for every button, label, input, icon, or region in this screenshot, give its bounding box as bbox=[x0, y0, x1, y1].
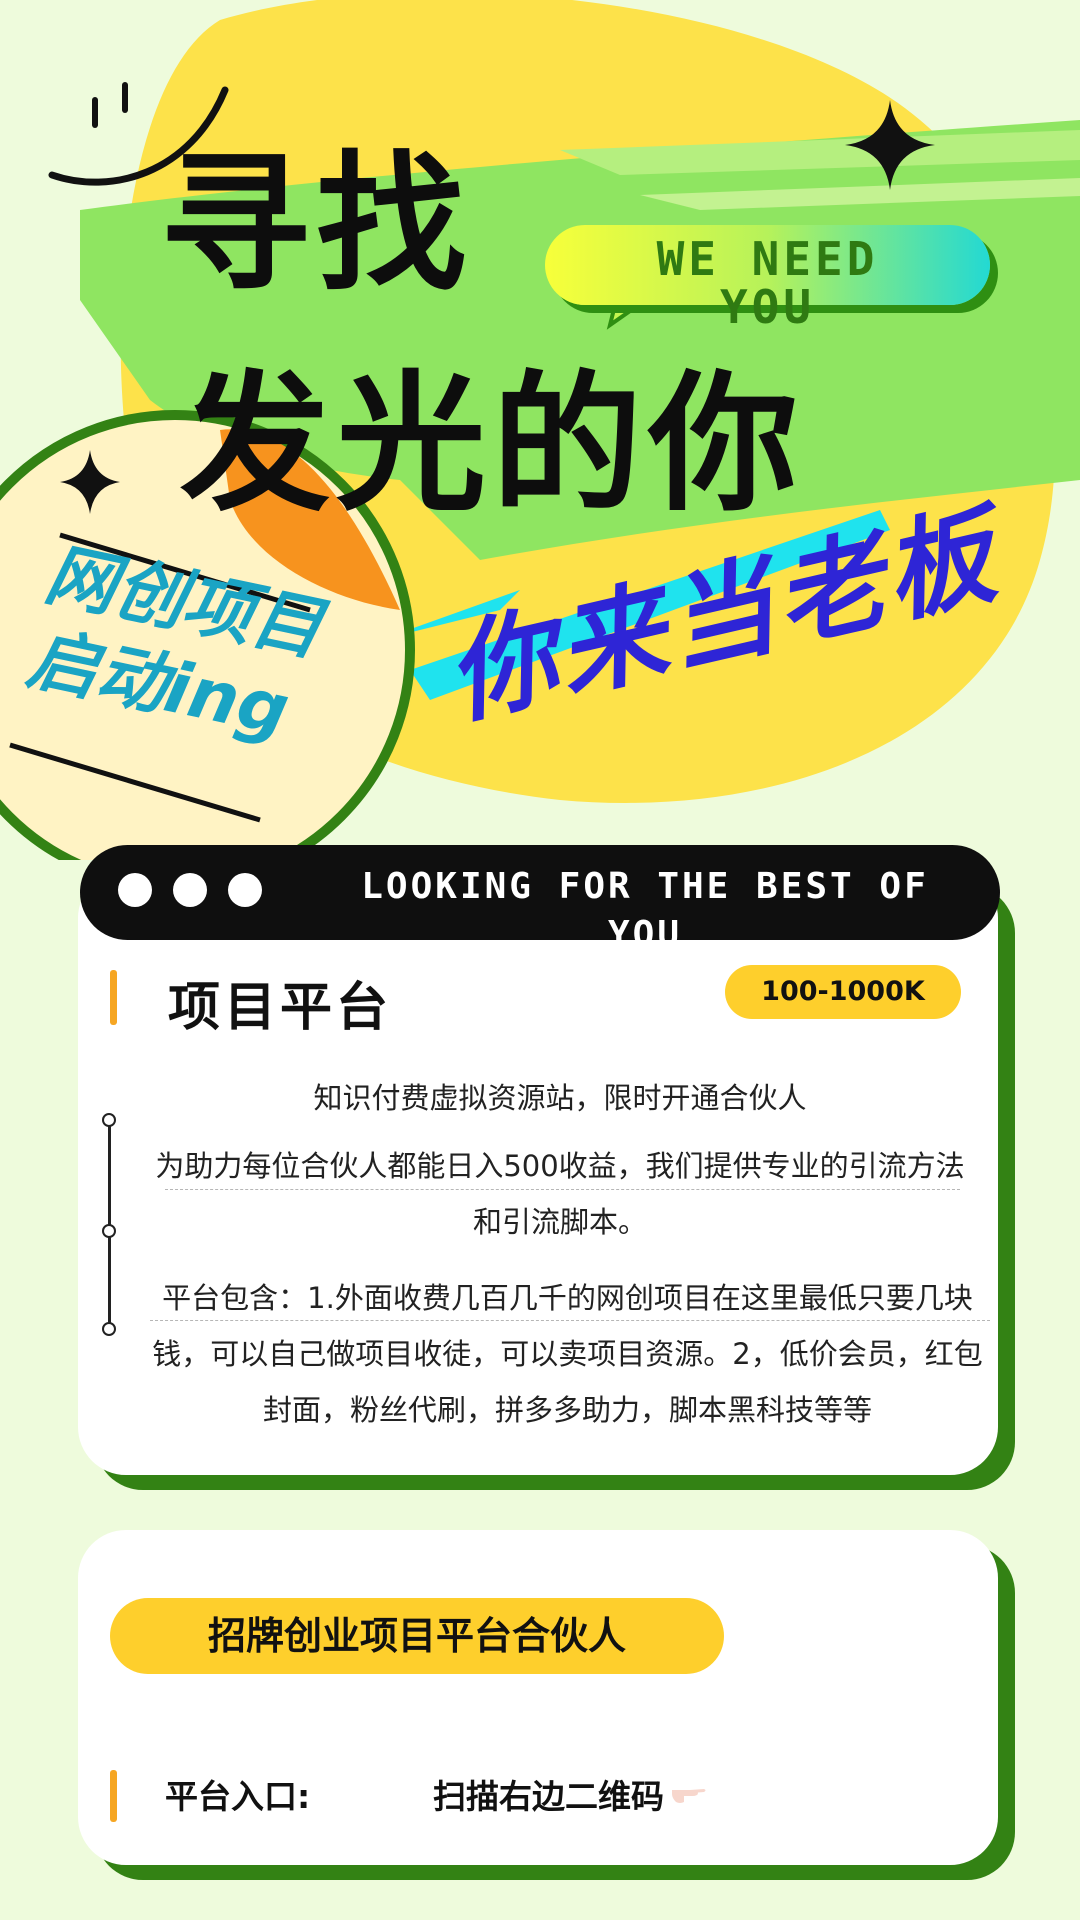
we-need-you-text: WE NEED YOU bbox=[656, 232, 879, 334]
flower-dot-icon bbox=[118, 873, 152, 907]
green-brush-streak bbox=[640, 178, 1080, 210]
we-need-you-tag: WE NEED YOU bbox=[545, 225, 990, 331]
hand-pointing-icon bbox=[672, 1789, 706, 1803]
dotted-divider bbox=[165, 1189, 960, 1190]
intro-paragraph: 知识付费虚拟资源站，限时开通合伙人 bbox=[313, 1081, 807, 1115]
timeline-node bbox=[102, 1322, 116, 1336]
badge-line bbox=[59, 532, 311, 613]
salary-badge: 100-1000K bbox=[725, 965, 961, 1019]
partner-heading: 招牌创业项目平台合伙人 bbox=[110, 1598, 724, 1674]
headline-line-1: 寻找 bbox=[160, 138, 473, 312]
smiley-icon bbox=[48, 86, 229, 186]
platform-title: 项目平台 bbox=[168, 978, 393, 1038]
entry-label: 平台入口: bbox=[165, 1777, 311, 1816]
headline-line-2: 发光的你 bbox=[180, 358, 805, 532]
benefit-paragraph: 为助力每位合伙人都能日入500收益，我们提供专业的引流方法和引流脚本。 bbox=[155, 1149, 965, 1239]
title-accent-bar bbox=[110, 970, 117, 1025]
sparkle-icon bbox=[60, 450, 120, 514]
cyan-stroke bbox=[410, 510, 890, 700]
entry-value: 扫描右边二维码 bbox=[433, 1777, 664, 1816]
timeline-node bbox=[102, 1113, 116, 1127]
badge-curl bbox=[220, 429, 400, 610]
cyan-stroke bbox=[380, 590, 520, 640]
banner-text: LOOKING FOR THE BEST OF YOU bbox=[361, 866, 929, 941]
green-brush-streak bbox=[560, 130, 1080, 175]
badge-line bbox=[9, 742, 261, 823]
timeline-node bbox=[102, 1224, 116, 1238]
dotted-divider bbox=[150, 1320, 990, 1321]
sparkle-icon bbox=[845, 100, 935, 190]
flower-dot-icon bbox=[173, 873, 207, 907]
partner-card bbox=[78, 1530, 998, 1865]
flower-dot-icon bbox=[228, 873, 262, 907]
includes-paragraph: 平台包含：1.外面收费几百几千的网创项目在这里最低只要几块钱，可以自己做项目收徒… bbox=[152, 1281, 983, 1427]
entry-accent-bar bbox=[110, 1770, 117, 1822]
